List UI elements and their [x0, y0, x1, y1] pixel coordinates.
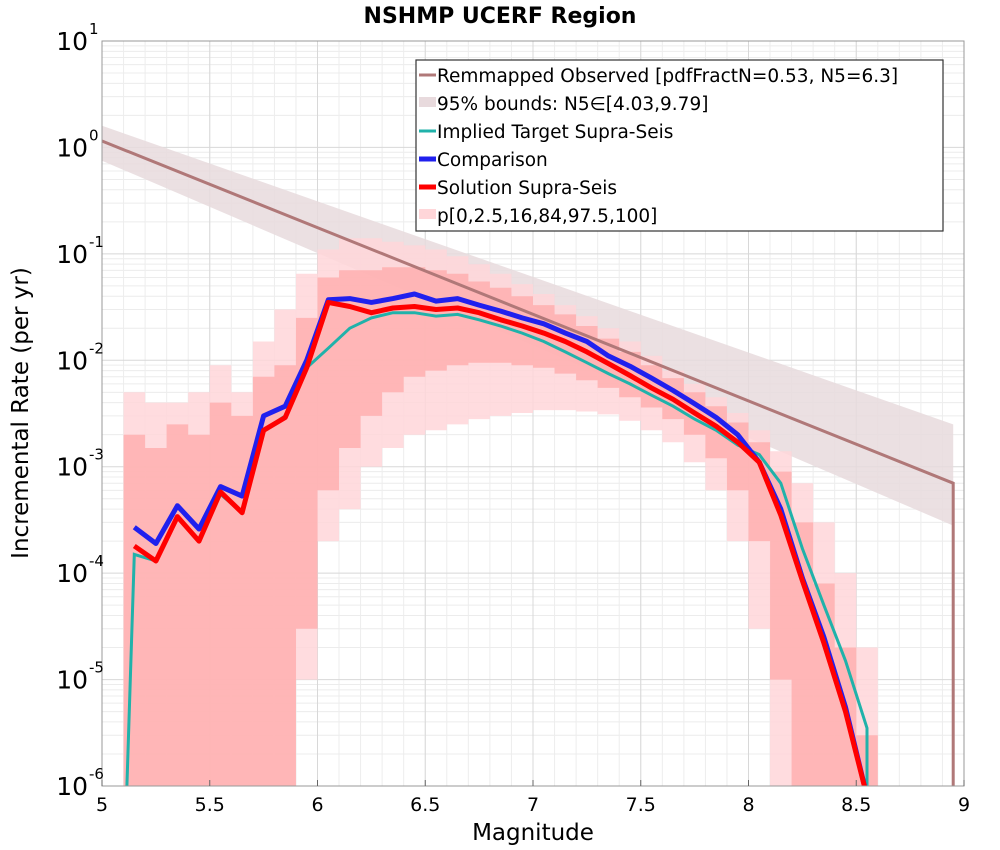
y-tick-base: 10	[56, 666, 88, 695]
percentile-band-inner	[123, 267, 878, 786]
x-tick-label: 8	[742, 794, 754, 816]
y-tick-base: 10	[56, 240, 88, 269]
y-tick-label: 10 -2	[56, 339, 104, 375]
y-tick-base: 10	[56, 453, 88, 482]
y-tick-base: 10	[56, 559, 88, 588]
x-tick-label: 7.5	[626, 794, 656, 816]
x-tick-label: 8.5	[841, 794, 871, 816]
x-tick-label: 5	[96, 794, 108, 816]
series-line-comparison	[132, 291, 868, 786]
series-line-solution	[132, 299, 867, 786]
y-tick-base: 10	[56, 133, 88, 162]
chart-title: NSHMP UCERF Region	[364, 4, 637, 29]
x-tick-label: 9	[958, 794, 970, 816]
legend-label-comparison: Comparison	[437, 150, 548, 171]
legend-label-observed: Remmapped Observed [pdfFractN=0.53, N5=6…	[437, 66, 898, 87]
y-axis-label: Incremental Rate (per yr)	[8, 267, 34, 559]
y-tick-label: 10 0	[56, 126, 98, 162]
x-tick-label: 6.5	[410, 794, 440, 816]
legend-label-bounds: 95% bounds: N5∈[4.03,9.79]	[437, 94, 708, 115]
y-tick-label: 10 -1	[56, 233, 104, 269]
legend-label-solution: Solution Supra-Seis	[437, 178, 617, 199]
y-tick-label: 10 -3	[56, 446, 104, 482]
y-tick-exponent: -1	[89, 233, 104, 251]
x-tick-label: 7	[527, 794, 539, 816]
y-tick-base: 10	[56, 27, 88, 56]
legend-label-percentiles: p[0,2.5,16,84,97.5,100]	[437, 206, 657, 227]
y-tick-exponent: -2	[89, 339, 104, 357]
y-tick-label: 10 -5	[56, 659, 104, 695]
y-tick-exponent: 0	[89, 126, 99, 144]
y-tick-exponent: -5	[89, 659, 104, 677]
y-tick-label: 10 1	[56, 20, 98, 56]
y-tick-base: 10	[56, 346, 88, 375]
plot-area	[102, 125, 955, 786]
series-line-observed	[102, 139, 955, 786]
x-tick-label: 5.5	[195, 794, 225, 816]
x-axis-label: Magnitude	[472, 820, 594, 846]
y-tick-exponent: 1	[89, 20, 99, 38]
legend-box	[415, 59, 944, 232]
legend: Remmapped Observed [pdfFractN=0.53, N5=6…	[415, 59, 944, 232]
y-tick-label: 10 -6	[56, 765, 104, 801]
x-tick-label: 6	[311, 794, 323, 816]
y-tick-exponent: -6	[89, 765, 104, 783]
y-tick-label: 10 -4	[56, 552, 104, 588]
x-axis-ticks: 5 5.5 6 6.5 7 7.5 8 8.5 9	[96, 780, 970, 816]
y-tick-base: 10	[56, 772, 88, 801]
y-tick-exponent: -4	[89, 552, 104, 570]
legend-swatch-bounds	[419, 97, 436, 107]
legend-label-target: Implied Target Supra-Seis	[437, 122, 673, 143]
legend-swatch-percentiles	[419, 209, 436, 219]
y-tick-exponent: -3	[89, 446, 104, 464]
